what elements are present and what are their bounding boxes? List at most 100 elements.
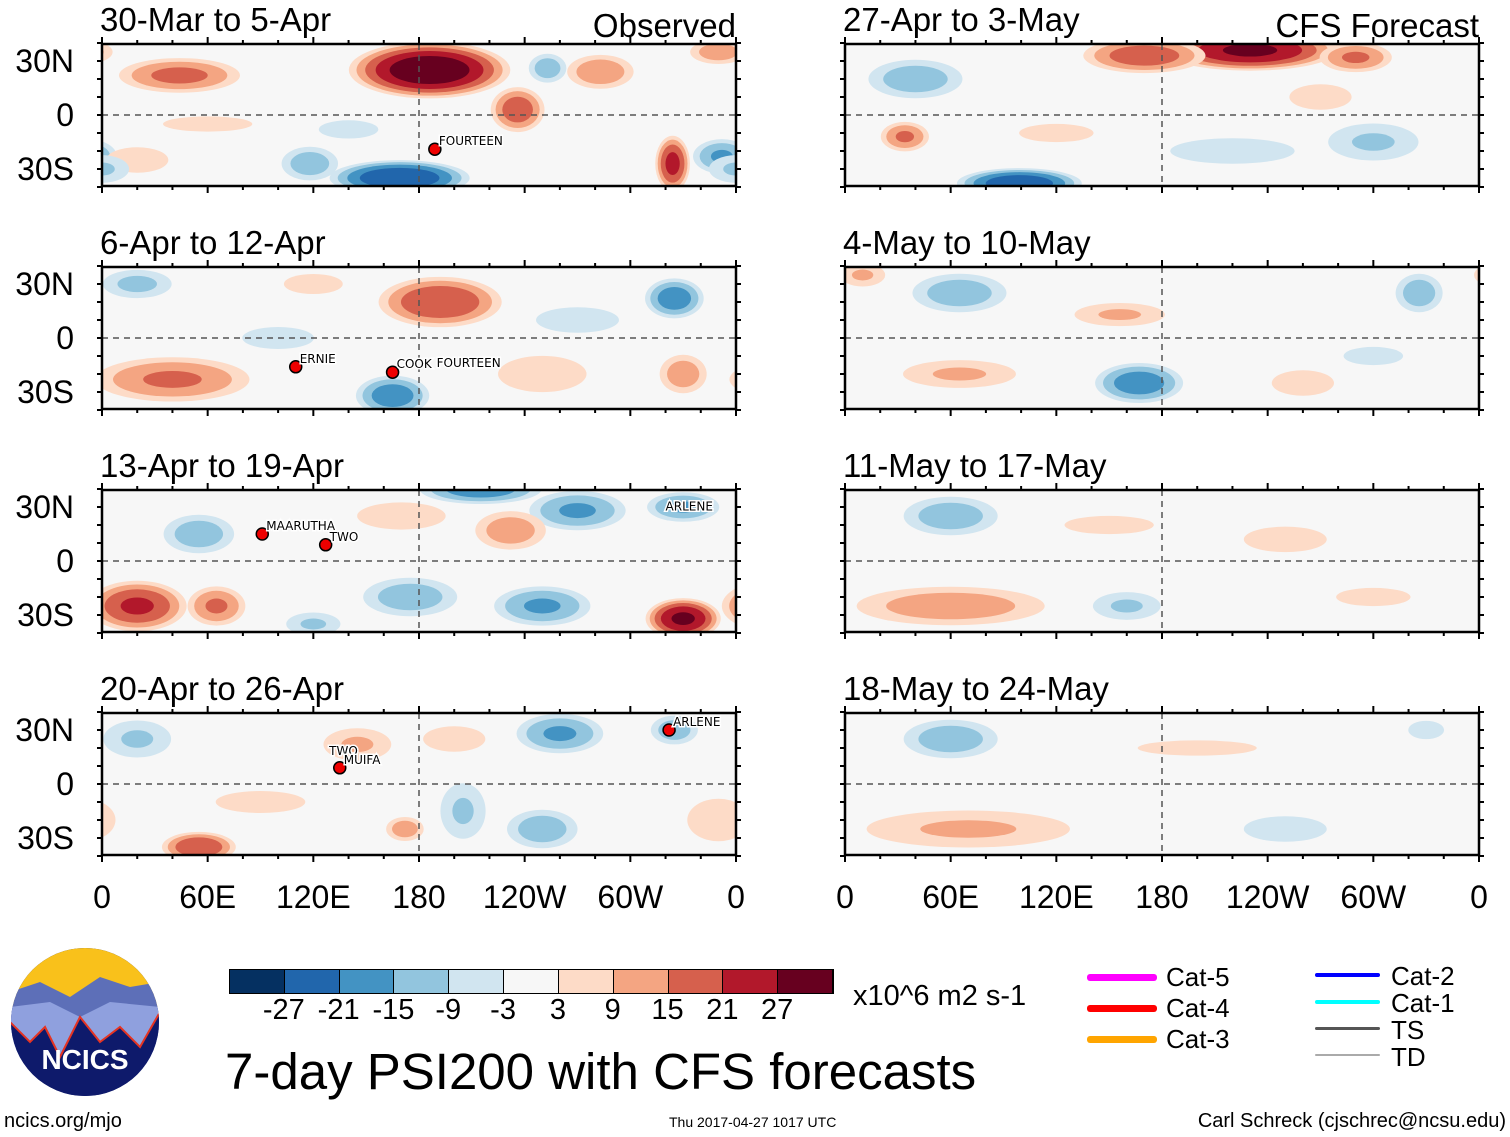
psi-anomaly-contour <box>357 502 446 530</box>
lat-label: 30N <box>15 712 74 748</box>
lat-label: 0 <box>56 97 74 133</box>
psi-anomaly-contour <box>1222 44 1278 57</box>
psi-anomaly-contour <box>543 726 577 742</box>
map-frame <box>100 265 738 411</box>
lon-label: 120W <box>1225 879 1310 915</box>
lat-label: 0 <box>56 320 74 356</box>
psi-anomaly-contour <box>740 147 802 172</box>
storm-legend-label: Cat-2 <box>1391 961 1455 991</box>
psi-anomaly-contour <box>737 721 805 758</box>
psi-anomaly-contour <box>774 721 810 739</box>
psi-anomaly-contour <box>1502 60 1510 98</box>
psi-anomaly-contour <box>883 65 948 93</box>
psi-anomaly-contour <box>371 384 414 407</box>
storm-label: TWO <box>328 744 358 758</box>
map-frame <box>100 488 738 634</box>
psi-anomaly-contour <box>1109 45 1180 66</box>
psi-anomaly-contour <box>523 598 561 614</box>
psi-anomaly-contour <box>534 58 561 79</box>
storm-legend-swatch <box>1315 1000 1380 1004</box>
psi-anomaly-contour <box>1351 133 1395 151</box>
psi-anomaly-contour <box>886 592 1016 620</box>
panel-title: 11-May to 17-May <box>843 447 1107 484</box>
lat-label: 30S <box>17 820 74 856</box>
map-frame <box>100 42 738 188</box>
psi-anomaly-contour <box>283 273 343 295</box>
map-panel: ERNIE COOK FOURTEEN <box>97 260 741 416</box>
psi-anomaly-contour <box>1137 740 1257 756</box>
lon-label: 120W <box>482 879 567 915</box>
psi-anomaly-contour <box>721 588 736 624</box>
storm-label: MAARUTHA <box>266 519 336 533</box>
psi-anomaly-contour <box>657 287 692 310</box>
psi-anomaly-contour <box>762 274 809 312</box>
psi-anomaly-contour <box>102 162 115 176</box>
psi-anomaly-contour <box>1343 346 1404 366</box>
lon-label: 0 <box>93 879 111 915</box>
storm-legend-swatch <box>1087 974 1157 981</box>
panel-title: 18-May to 24-May <box>843 670 1109 707</box>
storm-legend-swatch <box>1315 1054 1380 1056</box>
psi-anomaly-contour <box>452 797 474 825</box>
psi-anomaly-contour <box>671 612 695 625</box>
psi-anomaly-contour <box>1501 811 1510 848</box>
psi-anomaly-contour <box>737 270 806 298</box>
psi-anomaly-contour <box>423 726 486 752</box>
storm-marker-icon <box>318 538 333 552</box>
storm-legend-label: Cat-4 <box>1166 993 1230 1023</box>
psi-anomaly-contour <box>665 152 680 176</box>
storm-label: ERNIE <box>300 352 336 366</box>
colorbar-tick-label: -15 <box>372 994 415 1026</box>
logo-text: NCICS <box>41 1044 128 1075</box>
colorbar-swatch <box>778 970 833 993</box>
map-panel <box>840 483 1484 639</box>
storm-legend-swatch <box>1087 1036 1157 1043</box>
map-panel <box>840 706 1484 862</box>
psi-anomaly-contour <box>389 55 470 85</box>
lat-label: 30N <box>15 43 74 79</box>
colorbar-tick-label: 15 <box>651 994 684 1026</box>
psi-anomaly-contour <box>518 815 567 843</box>
colorbar-swatch <box>284 970 340 993</box>
psi-anomaly-contour <box>1064 515 1154 535</box>
psi-anomaly-contour <box>785 67 841 83</box>
colorbar-swatch <box>394 970 450 993</box>
storm-marker-icon <box>255 527 270 541</box>
psi-anomaly-contour <box>1486 270 1507 281</box>
footer-author: Carl Schreck (cjschrec@ncsu.edu) <box>1197 1110 1506 1132</box>
psi-anomaly-contour <box>446 490 516 498</box>
psi-anomaly-contour <box>723 162 736 176</box>
colorbar-tick-label: 3 <box>549 994 566 1026</box>
psi-anomaly-contour <box>932 367 987 381</box>
psi-anomaly-contour <box>985 175 1054 186</box>
psi-anomaly-contour <box>777 371 836 388</box>
lat-label: 30S <box>17 151 74 187</box>
psi-anomaly-contour <box>927 279 992 307</box>
figure-title: 7-day PSI200 with CFS forecasts <box>225 1043 977 1100</box>
lat-label: 30S <box>17 374 74 410</box>
psi-anomaly-contour <box>1110 599 1143 613</box>
psi-anomaly-contour <box>77 150 99 163</box>
psi-anomaly-contour <box>174 520 224 548</box>
storm-legend-swatch <box>1315 973 1380 977</box>
psi-anomaly-contour <box>669 501 697 513</box>
storm-legend-label: Cat-3 <box>1166 1024 1230 1054</box>
psi-anomaly-contour <box>341 736 374 753</box>
psi-anomaly-contour <box>205 598 228 614</box>
psi-anomaly-contour <box>536 307 619 333</box>
psi-anomaly-contour <box>102 44 113 62</box>
psi-anomaly-contour <box>918 725 983 753</box>
lon-label: 180 <box>1135 879 1189 915</box>
map-panel: FOURTEEN <box>97 37 741 193</box>
psi-anomaly-contour <box>498 355 587 393</box>
map-frame <box>843 42 1481 188</box>
storm-legend-label: Cat-1 <box>1391 988 1455 1018</box>
storm-label: ARLENE <box>673 715 720 729</box>
panel-title: 27-Apr to 3-May <box>843 1 1080 38</box>
footer-url[interactable]: ncics.org/mjo <box>4 1110 122 1132</box>
psi-anomaly-contour <box>502 96 533 123</box>
lat-label: 30S <box>17 597 74 633</box>
colorbar-swatch <box>449 970 505 993</box>
